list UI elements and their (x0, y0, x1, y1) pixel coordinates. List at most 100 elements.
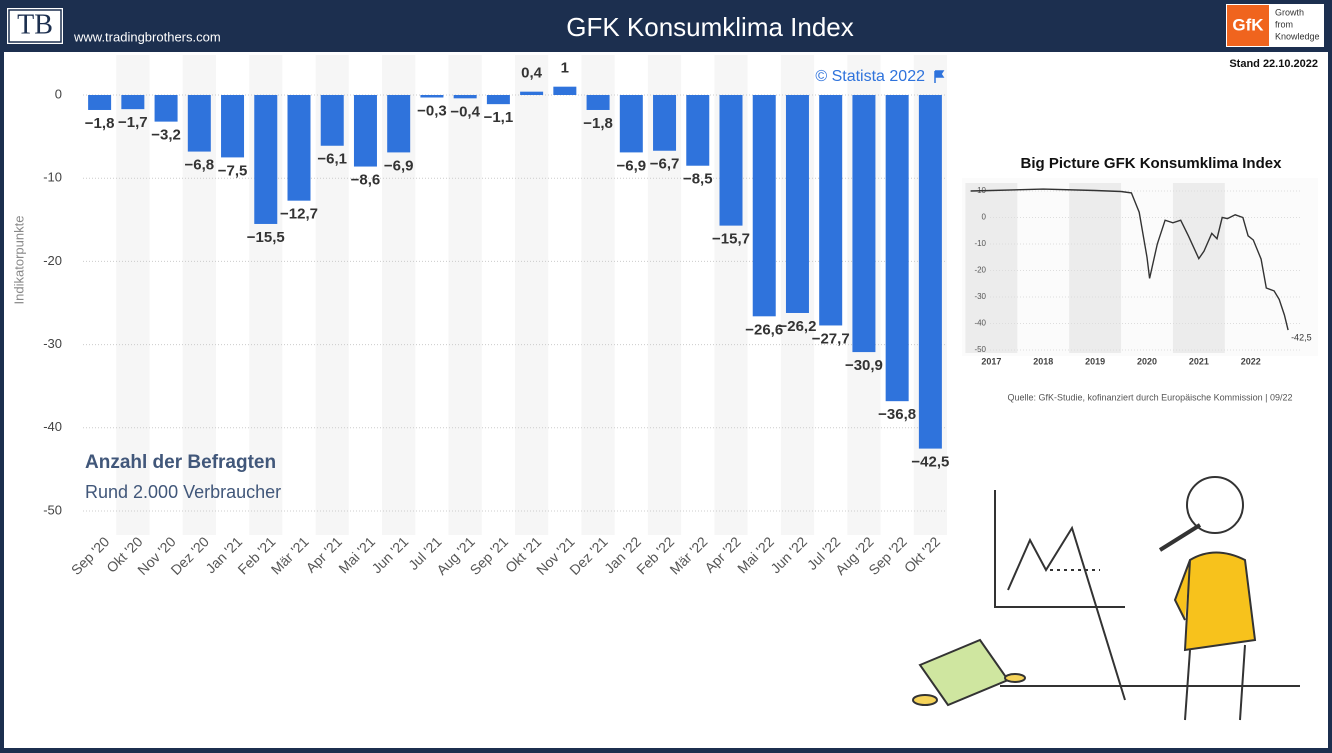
credit: © Statista 2022 (815, 68, 925, 85)
data-label: −15,5 (247, 229, 285, 246)
annotation-title: Anzahl der Befragten (85, 452, 276, 473)
bar (221, 95, 245, 158)
tagline: from (1275, 19, 1293, 29)
y-tick-label: -30 (43, 336, 62, 351)
data-label: −1,1 (484, 109, 514, 126)
data-label: −42,5 (911, 454, 949, 471)
data-label: −8,5 (683, 171, 713, 188)
bar (653, 95, 677, 151)
y-tick-label: -50 (43, 502, 62, 517)
bar (187, 95, 211, 152)
column-band (116, 55, 150, 535)
bar (819, 95, 843, 326)
bar (885, 95, 909, 402)
data-label: −6,7 (650, 156, 680, 173)
bar (320, 95, 344, 146)
data-label: −7,5 (218, 162, 248, 179)
sketch-axes (994, 490, 1125, 608)
page-title: GFK Konsumklima Index (566, 12, 854, 42)
column-band (515, 55, 549, 535)
end-label: -42,5 (1291, 333, 1312, 343)
pencil (1158, 523, 1202, 552)
flag-icon (934, 70, 945, 83)
data-label: 1 (561, 60, 569, 77)
bar (121, 95, 145, 110)
logo-box (7, 8, 63, 44)
y-tick-label: 0 (55, 86, 62, 101)
bar (287, 95, 311, 201)
data-label: −26,2 (778, 318, 816, 335)
y-tick-label: -30 (974, 292, 986, 301)
tagline: Knowledge (1275, 31, 1320, 41)
data-label: −12,7 (280, 206, 318, 223)
bar (752, 95, 776, 317)
bar (586, 95, 610, 110)
data-label: 0,4 (521, 65, 543, 82)
year-band (1069, 183, 1122, 353)
y-tick-label: -50 (974, 345, 986, 354)
y-tick-label: -10 (43, 170, 62, 185)
data-label: −36,8 (878, 406, 916, 423)
bar (486, 95, 510, 105)
legs (1184, 644, 1246, 721)
x-tick-label: 2021 (1189, 356, 1209, 366)
bar (387, 95, 411, 153)
head (1186, 476, 1244, 534)
data-label: −30,9 (845, 357, 883, 374)
bar (453, 95, 477, 99)
inset-title: Big Picture GFK Konsumklima Index (1021, 155, 1283, 172)
cartoon (912, 476, 1300, 721)
logo-border (8, 9, 62, 43)
bar (420, 95, 444, 98)
data-label: −3,2 (151, 127, 181, 144)
bar (553, 86, 577, 95)
tagline: Growth (1275, 7, 1304, 17)
data-label: −27,7 (812, 330, 850, 347)
data-label: −26,6 (745, 321, 783, 338)
coin (912, 694, 938, 706)
data-label: −0,4 (450, 103, 480, 120)
annotation-text: Rund 2.000 Verbraucher (85, 482, 281, 502)
y-axis-label: Indikatorpunkte (11, 216, 26, 305)
bar (918, 95, 942, 449)
body (1173, 551, 1257, 652)
x-tick-label: 2020 (1137, 356, 1157, 366)
data-label: −0,3 (417, 102, 447, 119)
data-label: −6,8 (184, 157, 214, 174)
inset-source: Quelle: GfK-Studie, kofinanziert durch E… (1008, 392, 1293, 402)
x-tick-label: 2018 (1033, 356, 1053, 366)
bar (154, 95, 178, 122)
inset-background (962, 178, 1318, 356)
x-tick-label: 2019 (1085, 356, 1105, 366)
line (970, 188, 1289, 331)
y-tick-label: -20 (43, 253, 62, 268)
coin (1004, 673, 1026, 683)
bar (686, 95, 710, 166)
x-tick-label: 2022 (1241, 356, 1261, 366)
brand: GfK (1232, 15, 1264, 34)
data-label: −1,8 (85, 115, 115, 132)
data-label: −6,9 (384, 157, 414, 174)
bar (785, 95, 809, 313)
y-tick-label: -40 (43, 419, 62, 434)
bar (719, 95, 743, 226)
website: www.tradingbrothers.com (73, 29, 221, 44)
bar (353, 95, 377, 167)
date: Stand 22.10.2022 (1229, 58, 1318, 70)
bar (852, 95, 876, 353)
year-band (965, 183, 1018, 353)
inset-chart: Big Picture GFK Konsumklima Index Quelle… (970, 155, 1312, 402)
column-band (581, 55, 615, 535)
bar (619, 95, 643, 153)
logo: TB (17, 9, 53, 40)
bar (520, 91, 544, 95)
data-label: −1,7 (118, 114, 148, 131)
bar (254, 95, 278, 224)
sketch-line (1007, 525, 1126, 701)
column-band (448, 55, 482, 535)
data-label: −8,6 (351, 172, 381, 189)
y-tick-label: -20 (974, 266, 986, 275)
data-label: −1,8 (583, 115, 613, 132)
y-tick-label: 0 (982, 213, 987, 222)
